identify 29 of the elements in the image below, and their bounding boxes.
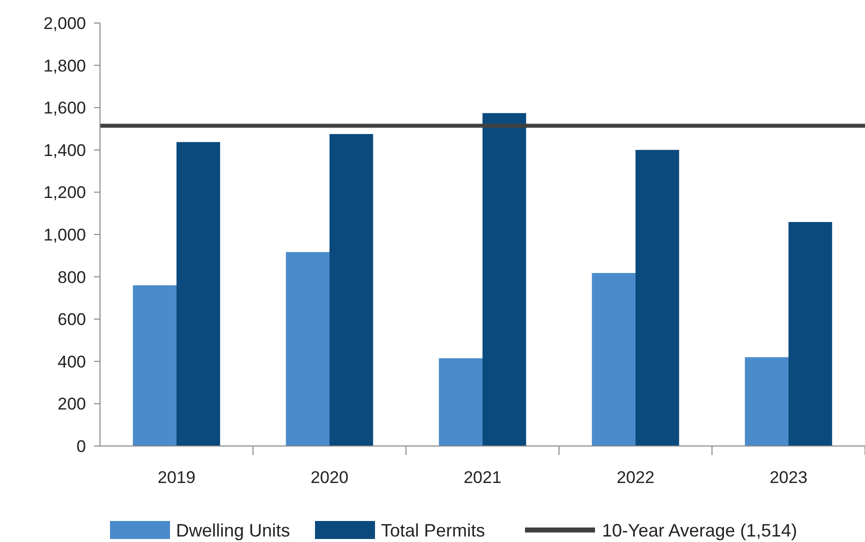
x-tick-label: 2021 [464, 468, 502, 487]
bar [592, 272, 636, 446]
y-tick-label: 1,200 [43, 183, 86, 202]
x-tick-label: 2020 [310, 468, 348, 487]
bar [286, 252, 330, 446]
y-tick-label: 0 [76, 436, 86, 456]
bar [132, 285, 176, 446]
legend-label: Total Permits [381, 520, 486, 540]
x-tick-label: 2023 [770, 468, 808, 487]
y-tick-label: 1,400 [43, 140, 86, 160]
x-tick-label: 2022 [616, 468, 654, 487]
bar [636, 150, 680, 446]
bar [438, 358, 482, 446]
y-tick-label: 400 [58, 352, 86, 372]
legend-label: 10-Year Average (1,514) [602, 520, 798, 540]
y-tick-label: 1,000 [43, 225, 86, 244]
bar [744, 357, 788, 446]
bar [482, 113, 526, 446]
x-tick-label: 2019 [158, 468, 196, 487]
y-tick-label: 1,600 [43, 98, 86, 118]
bar [788, 222, 832, 446]
y-tick-label: 1,800 [43, 56, 86, 76]
bar [330, 134, 374, 446]
y-tick-label: 600 [58, 310, 86, 330]
y-tick-label: 200 [58, 394, 86, 414]
y-tick-label: 2,000 [43, 14, 86, 33]
legend-label: Dwelling Units [176, 520, 290, 540]
bar [176, 142, 220, 446]
y-tick-label: 800 [58, 268, 86, 287]
